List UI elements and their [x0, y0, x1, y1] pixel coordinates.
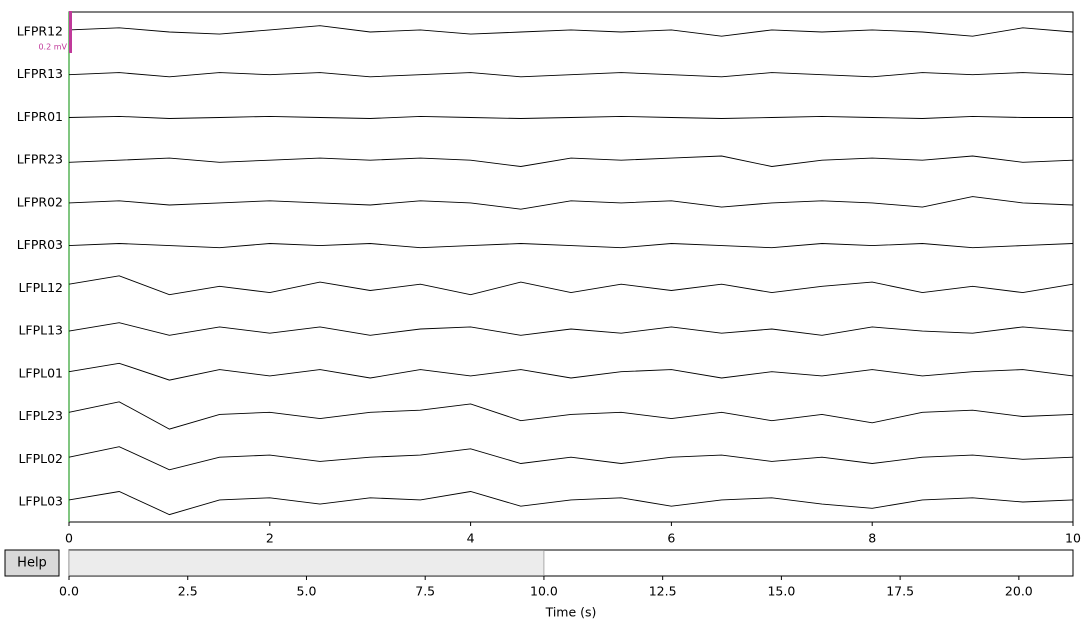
channel-label: LFPL03: [18, 494, 63, 509]
plot-frame: [68, 11, 1074, 523]
channel-label: LFPR03: [17, 237, 63, 252]
x-tick-label: 2: [266, 531, 274, 546]
channel-label: LFPR02: [17, 194, 63, 209]
signal-trace: [68, 446, 1074, 471]
channel-label: LFPR01: [17, 109, 63, 124]
signal-trace: [68, 491, 1074, 516]
scroll-tick-label: 17.5: [886, 584, 914, 599]
scroll-tick-label: 20.0: [1005, 584, 1033, 599]
signal-trace: [68, 25, 1074, 37]
x-tick-label: 0: [65, 531, 73, 546]
channel-label: LFPR23: [17, 152, 63, 167]
signal-trace: [68, 115, 1073, 119]
scroll-tick-label: 12.5: [649, 584, 677, 599]
scroll-tick-label: 7.5: [415, 584, 435, 599]
scroll-tick-label: 15.0: [767, 584, 795, 599]
help-button[interactable]: [4, 549, 60, 577]
channel-label: LFPR13: [17, 66, 63, 81]
x-tick-label: 6: [667, 531, 675, 546]
channel-label: LFPL23: [18, 408, 63, 423]
channel-label: LFPL02: [18, 451, 63, 466]
channel-label: LFPL01: [18, 365, 63, 380]
scroll-tick-label: 2.5: [178, 584, 198, 599]
channel-label: LFPL12: [18, 280, 63, 295]
x-tick-label: 8: [868, 531, 876, 546]
x-tick-label: 10: [1065, 531, 1081, 546]
signal-trace: [68, 362, 1074, 381]
signal-trace: [68, 243, 1074, 249]
signal-trace: [68, 275, 1074, 296]
signal-trace: [68, 401, 1074, 430]
scroll-tick-label: 5.0: [297, 584, 317, 599]
signal-trace: [68, 322, 1074, 336]
signal-trace: [68, 72, 1074, 78]
scroll-tick-label: 10.0: [530, 584, 558, 599]
scale-bar-label: 0.2 mV: [38, 43, 67, 52]
scroll-window: [68, 550, 545, 576]
x-tick-label: 4: [467, 531, 475, 546]
signal-trace: [68, 196, 1074, 210]
x-axis-label: Time (s): [545, 605, 597, 620]
channel-label: LFPL13: [18, 323, 63, 338]
channel-label: LFPR12: [17, 24, 63, 39]
signal-trace: [68, 155, 1074, 167]
help-label[interactable]: Help: [17, 556, 47, 571]
scroll-tick-label: 0.0: [59, 584, 79, 599]
